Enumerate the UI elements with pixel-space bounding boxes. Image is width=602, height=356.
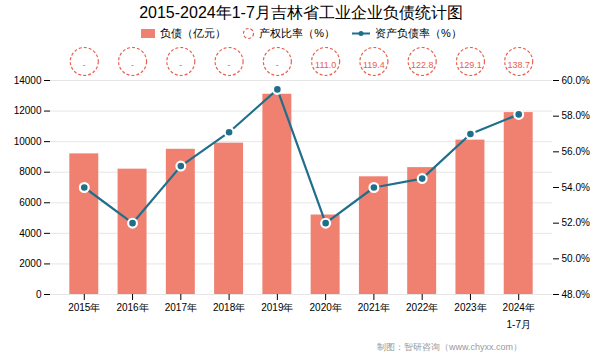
- svg-text:2016年: 2016年: [116, 302, 148, 313]
- svg-text:10000: 10000: [14, 136, 42, 147]
- html-text:资产负债率（%）: 资产负债率（%）: [375, 26, 462, 39]
- svg-text:2021年: 2021年: [358, 302, 390, 313]
- svg-text:8000: 8000: [19, 166, 42, 177]
- svg-text:2020年: 2020年: [310, 302, 342, 313]
- svg-text:54.0%: 54.0%: [562, 182, 590, 193]
- svg-text:122.8: 122.8: [411, 60, 434, 70]
- svg-text:1-7月: 1-7月: [506, 319, 530, 330]
- svg-text:2018年: 2018年: [213, 302, 245, 313]
- svg-text:50.0%: 50.0%: [562, 253, 590, 264]
- svg-text:2023年: 2023年: [454, 302, 486, 313]
- svg-text:4000: 4000: [19, 228, 42, 239]
- svg-text:2015年: 2015年: [68, 302, 100, 313]
- svg-text:2024年: 2024年: [503, 302, 535, 313]
- svg-text:-: -: [83, 60, 86, 70]
- svg-text:2022年: 2022年: [406, 302, 438, 313]
- svg-text:12000: 12000: [14, 105, 42, 116]
- svg-text:138.7: 138.7: [507, 60, 530, 70]
- svg-text:111.0: 111.0: [315, 60, 336, 70]
- svg-text:-: -: [228, 60, 231, 70]
- svg-text:-: -: [131, 60, 134, 70]
- svg-text:0: 0: [36, 289, 42, 300]
- svg-text:129.1: 129.1: [459, 60, 482, 70]
- svg-text:58.0%: 58.0%: [562, 110, 590, 121]
- svg-text:14000: 14000: [14, 75, 42, 86]
- svg-text:2000: 2000: [19, 258, 42, 269]
- svg-text:56.0%: 56.0%: [562, 146, 590, 157]
- svg-text:48.0%: 48.0%: [562, 289, 590, 300]
- svg-text:-: -: [276, 60, 279, 70]
- svg-text:119.4: 119.4: [363, 60, 385, 70]
- html-text:负债（亿元）: 负债（亿元）: [160, 26, 227, 39]
- svg-text:52.0%: 52.0%: [562, 217, 590, 228]
- html-text:制图：智研咨询（www.chyxx.com）: 制图：智研咨询（www.chyxx.com）: [377, 342, 522, 352]
- html-text:2015-2024年1-7月吉林省工业企业负债统计图: 2015-2024年1-7月吉林省工业企业负债统计图: [139, 4, 463, 21]
- svg-text:60.0%: 60.0%: [562, 75, 590, 86]
- html-text:产权比率（%）: 产权比率（%）: [259, 26, 335, 39]
- svg-text:2017年: 2017年: [165, 302, 197, 313]
- svg-text:6000: 6000: [19, 197, 42, 208]
- svg-text:-: -: [179, 60, 182, 70]
- svg-text:2019年: 2019年: [261, 302, 293, 313]
